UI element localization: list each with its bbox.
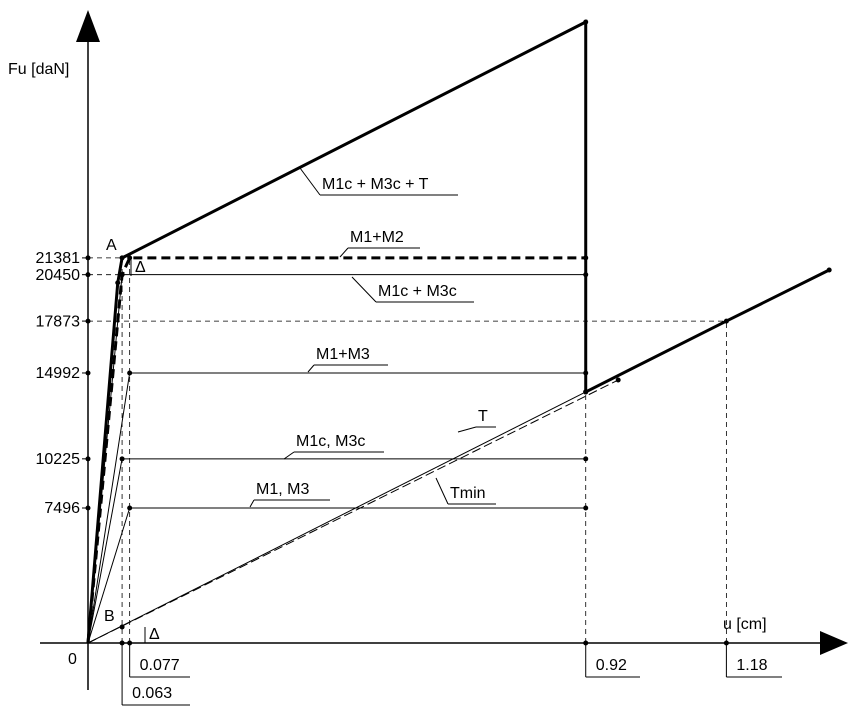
series-label: M1+M2: [350, 229, 404, 246]
label-leader: [283, 451, 295, 460]
y-tick-label: 10225: [36, 451, 81, 468]
series-label: M1c, M3c: [296, 433, 365, 450]
series-label: M1+M3: [316, 346, 370, 363]
x-tick-label: 0.063: [132, 685, 172, 702]
label-leader: [435, 477, 449, 505]
series-label: M1, M3: [256, 481, 309, 498]
series-line: [86, 19, 830, 644]
series-point: [583, 389, 589, 395]
series-point: [127, 370, 133, 376]
series-point: [615, 377, 621, 383]
label-leader: [307, 364, 315, 373]
x-tick-label: 0.077: [140, 657, 180, 674]
series-line: [87, 507, 586, 644]
series-point: [119, 255, 125, 261]
series-line: [87, 391, 586, 644]
series-point: [583, 456, 589, 462]
series-line: [86, 256, 586, 644]
series-point: [119, 456, 125, 462]
origin-label: 0: [68, 651, 77, 668]
annotation: B: [104, 608, 115, 625]
series-label: M1c + M3c + T: [322, 176, 429, 193]
annotation: A: [106, 237, 117, 254]
series-point: [583, 255, 589, 261]
series-point: [826, 267, 832, 273]
series-label: M1c + M3c: [378, 283, 457, 300]
label-leader: [249, 499, 255, 508]
series-point: [583, 370, 589, 376]
y-axis-arrow: [76, 10, 100, 42]
series-point: [115, 280, 121, 286]
y-tick-label: 14992: [36, 365, 81, 382]
label-leader: [299, 167, 321, 196]
y-tick-label: 17873: [36, 313, 81, 330]
series-point: [583, 505, 589, 511]
series-point: [127, 505, 133, 511]
series-point: [723, 318, 729, 324]
x-tick-label: 0.92: [596, 657, 627, 674]
annotation: Δ: [135, 259, 146, 276]
series-label: Tmin: [450, 485, 486, 502]
x-axis-arrow: [820, 631, 848, 655]
point-b: [119, 624, 125, 630]
x-axis-label: u [cm]: [723, 616, 767, 633]
series-point: [583, 272, 589, 278]
x-tick-label: 1.18: [736, 657, 767, 674]
y-axis-label: Fu [daN]: [8, 61, 69, 78]
y-tick-label: 21381: [36, 250, 81, 267]
y-tick-label: 20450: [36, 267, 81, 284]
series-point: [119, 272, 125, 278]
series-label: T: [478, 408, 488, 425]
y-tick-label: 7496: [44, 500, 80, 517]
annotation: Δ: [149, 626, 160, 643]
label-leader: [457, 426, 477, 433]
series-point: [583, 19, 589, 25]
label-leader: [351, 276, 377, 303]
series-line: [87, 379, 619, 644]
label-leader: [339, 247, 349, 258]
series-line: [87, 458, 586, 644]
